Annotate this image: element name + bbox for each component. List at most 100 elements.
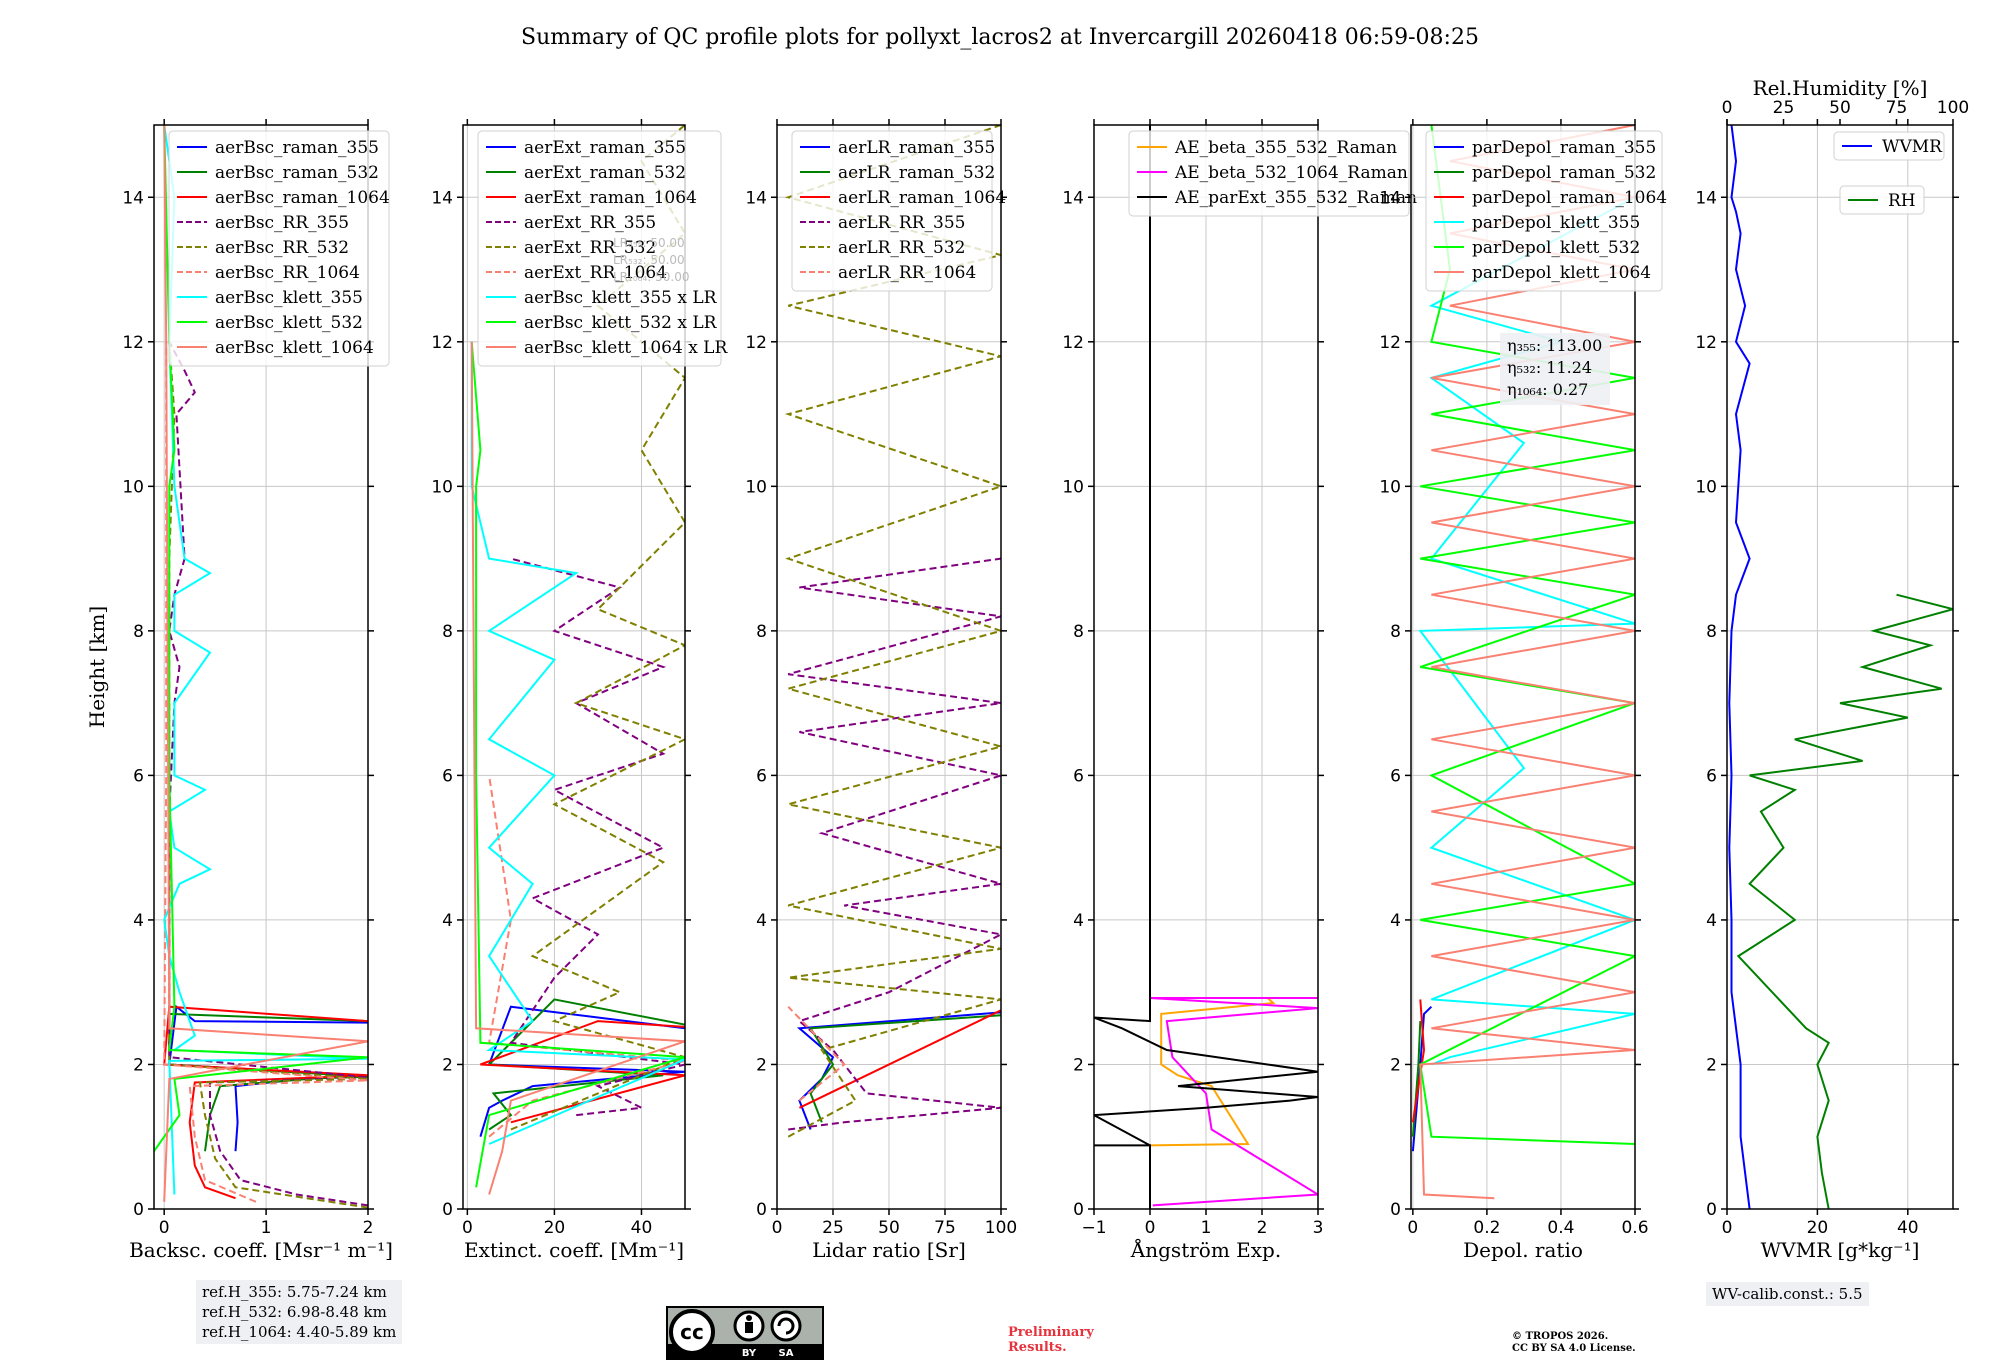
y-tick-label: 10 bbox=[1695, 477, 1717, 497]
series-line-aerlr-raman-1064 bbox=[798, 1009, 1001, 1109]
axes-frame bbox=[462, 124, 686, 1210]
x-tick-label: 20 bbox=[544, 1218, 566, 1238]
y-tick-label: 2 bbox=[133, 1055, 144, 1075]
series-group bbox=[154, 125, 368, 1209]
x-tick-label: 1 bbox=[1201, 1218, 1212, 1238]
x-axis-label: WVMR [g*kg⁻¹] bbox=[1761, 1238, 1920, 1262]
y-tick-label: 4 bbox=[442, 911, 453, 931]
legend-label-pardepol-raman-1064: parDepol_raman_1064 bbox=[1472, 188, 1667, 208]
top-x-tick-label: 75 bbox=[1886, 98, 1908, 118]
series-line-aerlr-rr-532 bbox=[784, 125, 1001, 1138]
y-tick-label: 14 bbox=[1062, 188, 1084, 208]
legend-label-aerbsc-klett-1064-x-lr: aerBsc_klett_1064 x LR bbox=[524, 338, 728, 358]
legend-label-aerlr-raman-532: aerLR_raman_532 bbox=[838, 163, 995, 183]
y-tick-label: 6 bbox=[1073, 766, 1084, 786]
legend-label-aerlr-raman-1064: aerLR_raman_1064 bbox=[838, 188, 1006, 208]
legend-box bbox=[791, 130, 993, 292]
series-line-ae-parext-355-532-raman bbox=[1094, 125, 1318, 1209]
y-tick-label: 8 bbox=[1073, 622, 1084, 642]
copyright-line-1: © TROPOS 2026. bbox=[1512, 1331, 1609, 1342]
series-line-aerbsc-rr-355 bbox=[168, 341, 368, 1207]
y-tick-label: 0 bbox=[442, 1200, 453, 1220]
lidar-ratio-note: LR₁₀₆₄: 50.00 bbox=[613, 270, 689, 284]
axes-frame bbox=[1726, 124, 1954, 1210]
series-line-aerext-rr-355 bbox=[509, 557, 685, 1117]
y-tick-label: 4 bbox=[1073, 911, 1084, 931]
series-line-aerbsc-klett-1064-x-lr bbox=[470, 341, 685, 1195]
reference-heights-box: ref.H_355: 5.75-7.24 km ref.H_532: 6.98-… bbox=[196, 1280, 403, 1344]
y-tick-label: 8 bbox=[442, 622, 453, 642]
legend-label-ae-beta-532-1064-raman: AE_beta_532_1064_Raman bbox=[1174, 163, 1408, 183]
legend-label-aerlr-rr-355: aerLR_RR_355 bbox=[838, 213, 965, 233]
y-tick-label: 2 bbox=[442, 1055, 453, 1075]
y-tick-label: 12 bbox=[1695, 333, 1717, 353]
y-tick-label: 2 bbox=[756, 1055, 767, 1075]
y-tick-label: 8 bbox=[1390, 622, 1401, 642]
x-axis-label: Lidar ratio [Sr] bbox=[812, 1238, 966, 1262]
top-x-tick-label: 25 bbox=[1773, 98, 1795, 118]
series-line-ae-beta-532-1064-raman bbox=[1149, 997, 1318, 1207]
legend-label-aerbsc-raman-1064: aerBsc_raman_1064 bbox=[215, 188, 390, 208]
y-tick-label: 4 bbox=[133, 911, 144, 931]
y-tick-label: 14 bbox=[1695, 188, 1717, 208]
series-line-aerbsc-rr-532 bbox=[168, 341, 368, 1209]
x-tick-label: 0 bbox=[1722, 1218, 1733, 1238]
figure-title: Summary of QC profile plots for pollyxt_… bbox=[521, 25, 1479, 50]
x-tick-label: 2 bbox=[1257, 1218, 1268, 1238]
legend-label-aerbsc-raman-532: aerBsc_raman_532 bbox=[215, 163, 379, 183]
cc-by-sa-license-icon: cc BY SA bbox=[666, 1306, 824, 1360]
legend-label-aerlr-raman-355: aerLR_raman_355 bbox=[838, 138, 995, 158]
series-line-aerbsc-klett-355 bbox=[163, 125, 368, 1195]
series-line-aerbsc-raman-1064 bbox=[163, 1005, 368, 1200]
y-tick-label: 12 bbox=[122, 333, 144, 353]
legend-label-ae-parext-355-532-raman: AE_parExt_355_532_Raman bbox=[1174, 188, 1417, 208]
y-tick-label: 0 bbox=[1073, 1200, 1084, 1220]
x-tick-label: 20 bbox=[1807, 1218, 1829, 1238]
preliminary-line-2: Results. bbox=[1008, 1340, 1067, 1355]
panel-depol: 0 0.2 0.4 0.6 0 2 4 6 8 10 12 14 Depol. ratio parDepo… bbox=[1379, 119, 1667, 1262]
copyright-line-2: CC BY SA 4.0 License. bbox=[1512, 1343, 1636, 1354]
y-tick-label: 14 bbox=[122, 188, 144, 208]
y-tick-label: 0 bbox=[1390, 1200, 1401, 1220]
legend-box bbox=[1833, 131, 1945, 161]
series-line-pardepol-raman-355 bbox=[1411, 1005, 1433, 1152]
eta-value: η₃₅₅: 113.00 bbox=[1507, 336, 1602, 355]
legend-box bbox=[1425, 130, 1663, 292]
top-x-axis-label: Rel.Humidity [%] bbox=[1753, 76, 1928, 100]
legend-label-ae-beta-355-532-raman: AE_beta_355_532_Raman bbox=[1174, 138, 1397, 158]
legend-box bbox=[1128, 130, 1410, 217]
y-tick-label: 12 bbox=[745, 333, 767, 353]
x-tick-label: 100 bbox=[985, 1218, 1017, 1238]
x-tick-label: 75 bbox=[934, 1218, 956, 1238]
y-tick-label: 2 bbox=[1073, 1055, 1084, 1075]
x-tick-label: 0 bbox=[1145, 1218, 1156, 1238]
y-tick-label: 12 bbox=[1062, 333, 1084, 353]
series-group bbox=[1094, 125, 1318, 1209]
y-tick-label: 0 bbox=[1706, 1200, 1717, 1220]
lidar-ratio-note: LR₅₃₂: 50.00 bbox=[613, 253, 685, 267]
legend-label-aerext-rr-355: aerExt_RR_355 bbox=[524, 213, 656, 233]
legend-label-aerext-raman-355: aerExt_raman_355 bbox=[524, 138, 686, 158]
series-line-aerlr-rr-1064 bbox=[787, 1006, 846, 1102]
series-line-wvmr bbox=[1728, 125, 1751, 1209]
wv-calibration-constant: WV-calib.const.: 5.5 bbox=[1712, 1285, 1863, 1303]
legend-label-aerlr-rr-1064: aerLR_RR_1064 bbox=[838, 263, 976, 283]
y-tick-label: 4 bbox=[1390, 911, 1401, 931]
series-line-pardepol-raman-1064 bbox=[1411, 999, 1426, 1123]
y-tick-label: 10 bbox=[431, 477, 453, 497]
x-tick-label: 0.4 bbox=[1547, 1218, 1574, 1238]
cc-by-label: BY bbox=[742, 1348, 757, 1359]
x-tick-label: 40 bbox=[631, 1218, 653, 1238]
y-tick-label: 8 bbox=[1706, 622, 1717, 642]
x-axis-label: Backsc. coeff. [Msr⁻¹ m⁻¹] bbox=[129, 1238, 393, 1262]
x-tick-label: 0.2 bbox=[1473, 1218, 1500, 1238]
y-tick-label: 4 bbox=[1706, 911, 1717, 931]
y-tick-label: 6 bbox=[1390, 766, 1401, 786]
legend-label-rh: RH bbox=[1888, 191, 1916, 211]
series-line-aerbsc-klett-1064 bbox=[163, 125, 368, 1202]
legend-label-aerbsc-rr-532: aerBsc_RR_532 bbox=[215, 238, 349, 258]
y-tick-label: 10 bbox=[122, 477, 144, 497]
series-group bbox=[1728, 125, 1953, 1209]
y-tick-label: 2 bbox=[1706, 1055, 1717, 1075]
